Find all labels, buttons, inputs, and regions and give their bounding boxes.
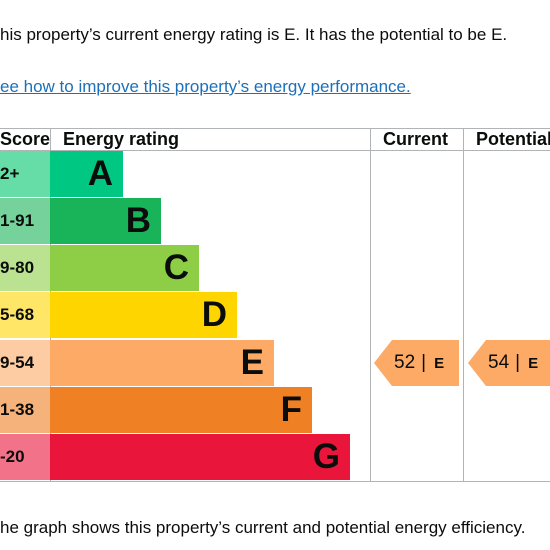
table-border bbox=[0, 150, 550, 151]
potential-rating: E bbox=[528, 354, 539, 372]
score-cell: 9-80 bbox=[0, 245, 50, 291]
header-potential: Potential bbox=[476, 129, 550, 149]
rating-bar: G bbox=[50, 434, 350, 480]
current-separator: | bbox=[421, 352, 427, 373]
current-marker: 52 | E bbox=[374, 340, 459, 386]
potential-marker: 54 | E bbox=[468, 340, 550, 386]
rating-bar: B bbox=[50, 198, 161, 244]
intro-text: his property’s current energy rating is … bbox=[0, 25, 508, 44]
current-score: 52 bbox=[394, 352, 416, 373]
rating-bar: E bbox=[50, 340, 274, 386]
potential-separator: | bbox=[515, 352, 521, 373]
header-rating: Energy rating bbox=[63, 129, 180, 149]
column-line bbox=[463, 128, 464, 481]
table-border bbox=[0, 481, 550, 482]
potential-score: 54 bbox=[488, 352, 510, 373]
header-current: Current bbox=[383, 129, 449, 149]
score-cell: 9-54 bbox=[0, 340, 50, 386]
current-rating: E bbox=[434, 354, 445, 372]
rating-bar: C bbox=[50, 245, 199, 291]
score-cell: 2+ bbox=[0, 151, 50, 197]
column-line bbox=[370, 128, 371, 481]
score-cell: 5-68 bbox=[0, 292, 50, 338]
header-score: Score bbox=[0, 129, 51, 149]
score-cell: -20 bbox=[0, 434, 50, 480]
footer-text: he graph shows this property’s current a… bbox=[0, 518, 526, 537]
rating-bar: D bbox=[50, 292, 237, 338]
score-cell: 1-38 bbox=[0, 387, 50, 433]
rating-bar: A bbox=[50, 151, 123, 197]
table-border bbox=[0, 128, 550, 129]
rating-bar: F bbox=[50, 387, 312, 433]
improve-link[interactable]: ee how to improve this property’s energy… bbox=[0, 77, 411, 96]
score-cell: 1-91 bbox=[0, 198, 50, 244]
